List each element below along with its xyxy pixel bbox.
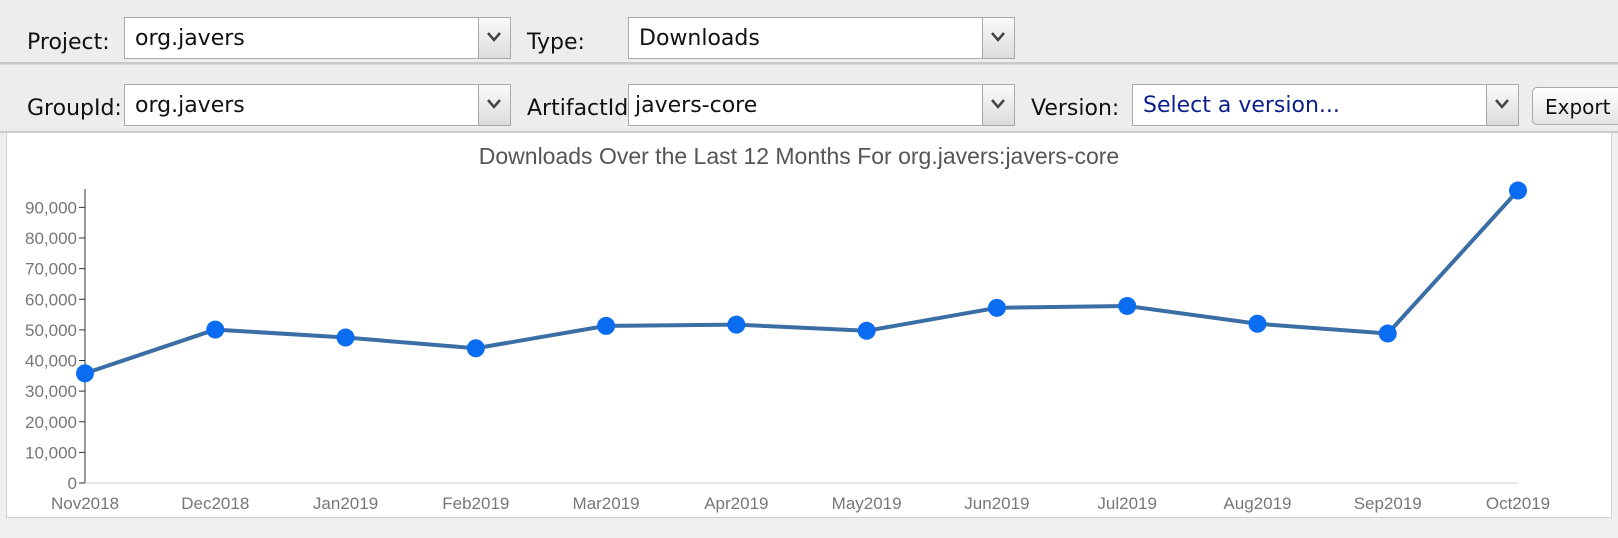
y-tick-label: 70,000 bbox=[25, 260, 77, 279]
data-point-oct2019[interactable] bbox=[1509, 181, 1527, 200]
artifactid-select-value: javers-core bbox=[635, 93, 758, 118]
toolbar-row-project: Project: org.javers Type: Downloads bbox=[0, 0, 1618, 64]
version-dropdown-button[interactable] bbox=[1486, 85, 1518, 125]
chevron-down-icon bbox=[487, 99, 501, 109]
data-point-may2019[interactable] bbox=[857, 321, 876, 340]
data-point-feb2019[interactable] bbox=[466, 339, 485, 358]
x-tick-label: Nov2018 bbox=[51, 494, 119, 513]
chart-panel: Downloads Over the Last 12 Months For or… bbox=[6, 132, 1612, 518]
data-point-sep2019[interactable] bbox=[1378, 324, 1397, 343]
x-tick-label: Aug2019 bbox=[1223, 494, 1291, 513]
chevron-down-icon bbox=[991, 32, 1005, 42]
type-label: Type: bbox=[527, 30, 585, 55]
x-tick-label: Jan2019 bbox=[313, 494, 378, 513]
version-select-value: Select a version... bbox=[1143, 93, 1340, 118]
x-axis-ticks: Nov2018 Dec2018 Jan2019 Feb2019 Mar2019 Apr20… bbox=[51, 494, 1550, 513]
chart-title: Downloads Over the Last 12 Months For or… bbox=[479, 143, 1119, 169]
y-tick-label: 30,000 bbox=[25, 382, 77, 401]
artifactid-select[interactable]: javers-core bbox=[628, 84, 1015, 126]
artifactid-dropdown-button[interactable] bbox=[982, 85, 1014, 125]
series-line bbox=[84, 189, 1520, 376]
data-point-nov2018[interactable] bbox=[76, 364, 94, 383]
project-select-value: org.javers bbox=[135, 26, 245, 51]
groupid-dropdown-button[interactable] bbox=[478, 85, 510, 125]
y-tick-label: 10,000 bbox=[25, 443, 77, 462]
x-tick-label: Oct2019 bbox=[1486, 494, 1550, 513]
chevron-down-icon bbox=[1495, 99, 1509, 109]
version-label: Version: bbox=[1031, 96, 1120, 121]
data-points bbox=[76, 181, 1527, 383]
data-point-apr2019[interactable] bbox=[727, 315, 746, 334]
chevron-down-icon bbox=[991, 99, 1005, 109]
groupid-label: GroupId: bbox=[27, 96, 122, 121]
downloads-line-chart: Downloads Over the Last 12 Months For or… bbox=[25, 143, 1550, 513]
y-tick-label: 60,000 bbox=[25, 290, 77, 309]
data-point-jul2019[interactable] bbox=[1118, 296, 1137, 315]
data-point-jun2019[interactable] bbox=[987, 298, 1006, 317]
x-tick-label: Dec2018 bbox=[181, 494, 249, 513]
project-label: Project: bbox=[27, 30, 110, 55]
data-point-aug2019[interactable] bbox=[1248, 314, 1267, 333]
data-point-jan2019[interactable] bbox=[336, 328, 355, 347]
groupid-select[interactable]: org.javers bbox=[124, 84, 511, 126]
chevron-down-icon bbox=[487, 32, 501, 42]
toolbar-row-artifact: GroupId: org.javers ArtifactId: javers-c… bbox=[0, 64, 1618, 133]
y-tick-label: 50,000 bbox=[25, 321, 77, 340]
x-tick-label: Jul2019 bbox=[1097, 494, 1157, 513]
y-tick-label: 80,000 bbox=[25, 229, 77, 248]
groupid-select-value: org.javers bbox=[135, 93, 245, 118]
export-button[interactable]: Export bbox=[1532, 87, 1618, 125]
project-select[interactable]: org.javers bbox=[124, 17, 511, 59]
x-tick-label: Mar2019 bbox=[573, 494, 640, 513]
y-tick-label: 90,000 bbox=[25, 198, 77, 217]
y-tick-label: 0 bbox=[68, 474, 77, 493]
x-tick-label: May2019 bbox=[832, 494, 902, 513]
type-select-value: Downloads bbox=[639, 26, 760, 51]
x-tick-label: Jun2019 bbox=[964, 494, 1029, 513]
type-dropdown-button[interactable] bbox=[982, 18, 1014, 58]
x-tick-label: Sep2019 bbox=[1354, 494, 1422, 513]
data-point-mar2019[interactable] bbox=[597, 316, 616, 335]
x-tick-label: Feb2019 bbox=[442, 494, 509, 513]
y-tick-label: 20,000 bbox=[25, 413, 77, 432]
y-tick-label: 40,000 bbox=[25, 352, 77, 371]
y-axis-ticks: 0 10,000 20,000 30,000 40,000 50,000 60,000 70,… bbox=[25, 198, 85, 493]
data-point-dec2018[interactable] bbox=[206, 320, 225, 339]
type-select[interactable]: Downloads bbox=[628, 17, 1015, 59]
artifactid-label: ArtifactId: bbox=[527, 96, 636, 121]
project-dropdown-button[interactable] bbox=[478, 18, 510, 58]
x-tick-label: Apr2019 bbox=[704, 494, 768, 513]
version-select[interactable]: Select a version... bbox=[1132, 84, 1519, 126]
